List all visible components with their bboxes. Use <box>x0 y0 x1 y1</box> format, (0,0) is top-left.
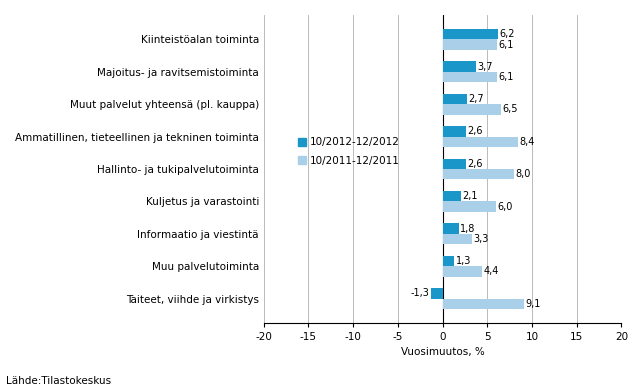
Text: 8,0: 8,0 <box>516 169 531 179</box>
Bar <box>442 137 518 147</box>
Text: -1,3: -1,3 <box>411 288 430 298</box>
Text: 6,1: 6,1 <box>498 72 514 82</box>
Text: 2,6: 2,6 <box>467 159 483 169</box>
Bar <box>442 126 466 137</box>
Text: 8,4: 8,4 <box>519 137 534 147</box>
Text: 1,3: 1,3 <box>455 256 471 266</box>
Bar <box>431 288 442 298</box>
Text: 2,1: 2,1 <box>463 191 478 201</box>
Bar <box>442 39 497 50</box>
Text: 4,4: 4,4 <box>484 266 499 276</box>
Bar <box>442 61 476 72</box>
Bar <box>442 223 458 234</box>
Bar <box>442 72 497 82</box>
Bar <box>442 159 466 169</box>
Legend: 10/2012-12/2012, 10/2011-12/2011: 10/2012-12/2012, 10/2011-12/2011 <box>298 137 400 166</box>
Text: 6,0: 6,0 <box>498 201 513 211</box>
Text: 3,3: 3,3 <box>473 234 489 244</box>
Bar <box>442 191 462 201</box>
Text: 2,7: 2,7 <box>468 94 484 104</box>
Bar <box>442 169 514 179</box>
Text: 6,5: 6,5 <box>502 104 518 114</box>
Text: 6,1: 6,1 <box>498 40 514 50</box>
Text: 9,1: 9,1 <box>525 299 541 309</box>
Text: Lähde:Tilastokeskus: Lähde:Tilastokeskus <box>6 376 111 386</box>
Text: 6,2: 6,2 <box>500 29 515 39</box>
Bar <box>442 298 524 309</box>
Bar <box>442 234 472 244</box>
Bar <box>442 201 496 212</box>
Bar <box>442 29 498 39</box>
Bar <box>442 94 467 104</box>
Text: 3,7: 3,7 <box>477 62 493 71</box>
Text: 1,8: 1,8 <box>460 223 475 234</box>
Bar <box>442 104 501 114</box>
X-axis label: Vuosimuutos, %: Vuosimuutos, % <box>401 348 484 357</box>
Bar <box>442 266 482 277</box>
Text: 2,6: 2,6 <box>467 126 483 136</box>
Bar <box>442 256 454 266</box>
